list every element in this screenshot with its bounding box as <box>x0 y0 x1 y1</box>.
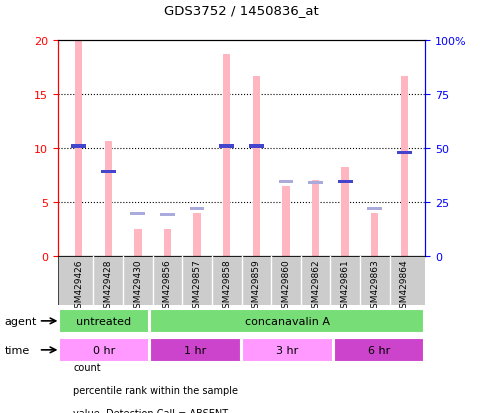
Bar <box>190 207 204 210</box>
Text: GSM429858: GSM429858 <box>222 259 231 313</box>
Text: GSM429430: GSM429430 <box>133 259 142 313</box>
Bar <box>160 214 175 217</box>
Text: GSM429861: GSM429861 <box>341 259 350 313</box>
Bar <box>282 186 290 256</box>
Text: percentile rank within the sample: percentile rank within the sample <box>73 385 239 395</box>
Text: GSM429426: GSM429426 <box>74 259 83 313</box>
Text: GSM429862: GSM429862 <box>311 259 320 313</box>
Bar <box>397 151 412 154</box>
Bar <box>105 141 112 256</box>
Text: agent: agent <box>5 316 37 326</box>
Bar <box>164 229 171 256</box>
Bar <box>58 338 149 362</box>
Text: 1 hr: 1 hr <box>185 345 207 355</box>
Bar <box>371 213 378 256</box>
Bar <box>223 55 230 256</box>
Text: concanavalin A: concanavalin A <box>245 316 330 326</box>
Bar <box>71 145 86 148</box>
Bar <box>249 145 264 148</box>
Text: GSM429428: GSM429428 <box>104 259 113 313</box>
Text: GDS3752 / 1450836_at: GDS3752 / 1450836_at <box>164 4 319 17</box>
Text: time: time <box>5 345 30 355</box>
Bar <box>150 338 241 362</box>
Text: GSM429860: GSM429860 <box>282 259 290 313</box>
Text: 6 hr: 6 hr <box>368 345 390 355</box>
Bar <box>308 181 323 185</box>
Bar <box>101 171 116 174</box>
Bar <box>338 180 353 183</box>
Bar <box>242 338 333 362</box>
Bar <box>193 213 201 256</box>
Bar <box>75 41 83 256</box>
Bar <box>134 229 142 256</box>
Text: 3 hr: 3 hr <box>276 345 298 355</box>
Bar <box>341 168 349 256</box>
Text: 0 hr: 0 hr <box>93 345 115 355</box>
Text: untreated: untreated <box>76 316 131 326</box>
Bar <box>367 207 382 210</box>
Bar <box>400 77 408 256</box>
Bar <box>312 181 319 256</box>
Text: GSM429863: GSM429863 <box>370 259 379 313</box>
Bar <box>279 180 293 183</box>
Text: count: count <box>73 363 101 373</box>
Bar <box>219 145 234 148</box>
Text: GSM429856: GSM429856 <box>163 259 172 313</box>
Bar <box>58 309 149 333</box>
Bar <box>150 309 425 333</box>
Text: GSM429857: GSM429857 <box>193 259 201 313</box>
Text: GSM429859: GSM429859 <box>252 259 261 313</box>
Text: value, Detection Call = ABSENT: value, Detection Call = ABSENT <box>73 408 228 413</box>
Bar <box>253 77 260 256</box>
Bar <box>334 338 425 362</box>
Text: GSM429864: GSM429864 <box>400 259 409 313</box>
Bar <box>130 213 145 216</box>
